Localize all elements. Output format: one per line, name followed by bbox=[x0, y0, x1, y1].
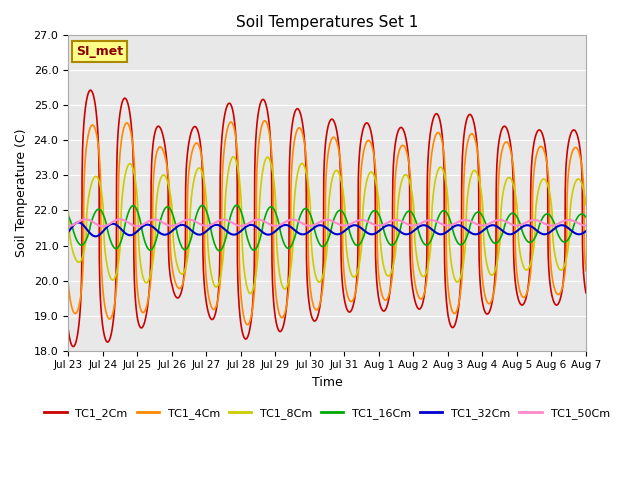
TC1_50Cm bbox=[209, 221, 216, 227]
Y-axis label: Soil Temperature (C): Soil Temperature (C) bbox=[15, 129, 28, 257]
Line: TC1_16Cm: TC1_16Cm bbox=[68, 205, 586, 251]
TC1_16Cm bbox=[582, 215, 589, 220]
TC1_16Cm bbox=[209, 234, 216, 240]
TC1_8Cm bbox=[477, 192, 485, 197]
TC1_8Cm bbox=[342, 241, 350, 247]
TC1_16Cm bbox=[537, 219, 545, 225]
TC1_4Cm bbox=[209, 306, 216, 312]
TC1_4Cm bbox=[261, 118, 269, 124]
TC1_32Cm bbox=[551, 226, 559, 231]
TC1_32Cm bbox=[92, 233, 99, 239]
TC1_32Cm bbox=[209, 223, 217, 229]
TC1_32Cm bbox=[477, 229, 485, 235]
Legend: TC1_2Cm, TC1_4Cm, TC1_8Cm, TC1_16Cm, TC1_32Cm, TC1_50Cm: TC1_2Cm, TC1_4Cm, TC1_8Cm, TC1_16Cm, TC1… bbox=[40, 404, 614, 423]
TC1_8Cm bbox=[353, 269, 361, 275]
TC1_16Cm bbox=[233, 203, 241, 208]
TC1_50Cm bbox=[582, 223, 589, 228]
Title: Soil Temperatures Set 1: Soil Temperatures Set 1 bbox=[236, 15, 418, 30]
TC1_4Cm bbox=[551, 287, 559, 293]
TC1_2Cm bbox=[477, 294, 485, 300]
TC1_50Cm bbox=[342, 223, 349, 228]
TC1_2Cm bbox=[537, 128, 545, 133]
TC1_16Cm bbox=[477, 212, 485, 217]
TC1_4Cm bbox=[537, 144, 545, 149]
TC1_4Cm bbox=[582, 268, 589, 274]
TC1_4Cm bbox=[342, 286, 350, 292]
TC1_8Cm bbox=[64, 208, 72, 214]
TC1_16Cm bbox=[353, 242, 361, 248]
Line: TC1_32Cm: TC1_32Cm bbox=[68, 222, 586, 236]
Line: TC1_4Cm: TC1_4Cm bbox=[68, 121, 586, 324]
TC1_50Cm bbox=[536, 219, 544, 225]
TC1_50Cm bbox=[353, 218, 361, 224]
TC1_2Cm bbox=[551, 301, 559, 307]
TC1_4Cm bbox=[353, 279, 361, 285]
TC1_32Cm bbox=[64, 229, 72, 235]
TC1_4Cm bbox=[64, 280, 72, 286]
TC1_8Cm bbox=[537, 180, 545, 186]
TC1_16Cm bbox=[64, 213, 72, 219]
TC1_2Cm bbox=[86, 87, 94, 93]
TC1_8Cm bbox=[551, 252, 559, 258]
TC1_50Cm bbox=[64, 223, 72, 229]
TC1_32Cm bbox=[582, 228, 589, 234]
TC1_2Cm bbox=[209, 316, 217, 322]
TC1_2Cm bbox=[353, 268, 361, 274]
TC1_4Cm bbox=[477, 265, 485, 271]
TC1_50Cm bbox=[551, 222, 559, 228]
TC1_8Cm bbox=[246, 291, 254, 297]
TC1_32Cm bbox=[353, 223, 361, 228]
TC1_50Cm bbox=[81, 216, 89, 222]
TC1_2Cm bbox=[342, 304, 350, 310]
Line: TC1_8Cm: TC1_8Cm bbox=[68, 156, 586, 294]
Text: SI_met: SI_met bbox=[76, 45, 123, 58]
TC1_16Cm bbox=[551, 222, 559, 228]
TC1_4Cm bbox=[244, 322, 252, 327]
TC1_16Cm bbox=[342, 216, 350, 222]
TC1_32Cm bbox=[537, 230, 545, 236]
Line: TC1_2Cm: TC1_2Cm bbox=[68, 90, 586, 347]
X-axis label: Time: Time bbox=[312, 376, 342, 389]
TC1_8Cm bbox=[230, 154, 237, 159]
TC1_2Cm bbox=[582, 290, 589, 296]
TC1_2Cm bbox=[64, 326, 72, 332]
TC1_16Cm bbox=[216, 248, 223, 253]
TC1_8Cm bbox=[209, 277, 216, 283]
Line: TC1_50Cm: TC1_50Cm bbox=[68, 219, 586, 226]
TC1_2Cm bbox=[69, 344, 77, 349]
TC1_8Cm bbox=[582, 202, 589, 208]
TC1_32Cm bbox=[74, 219, 82, 225]
TC1_32Cm bbox=[342, 227, 350, 233]
TC1_50Cm bbox=[477, 223, 485, 228]
